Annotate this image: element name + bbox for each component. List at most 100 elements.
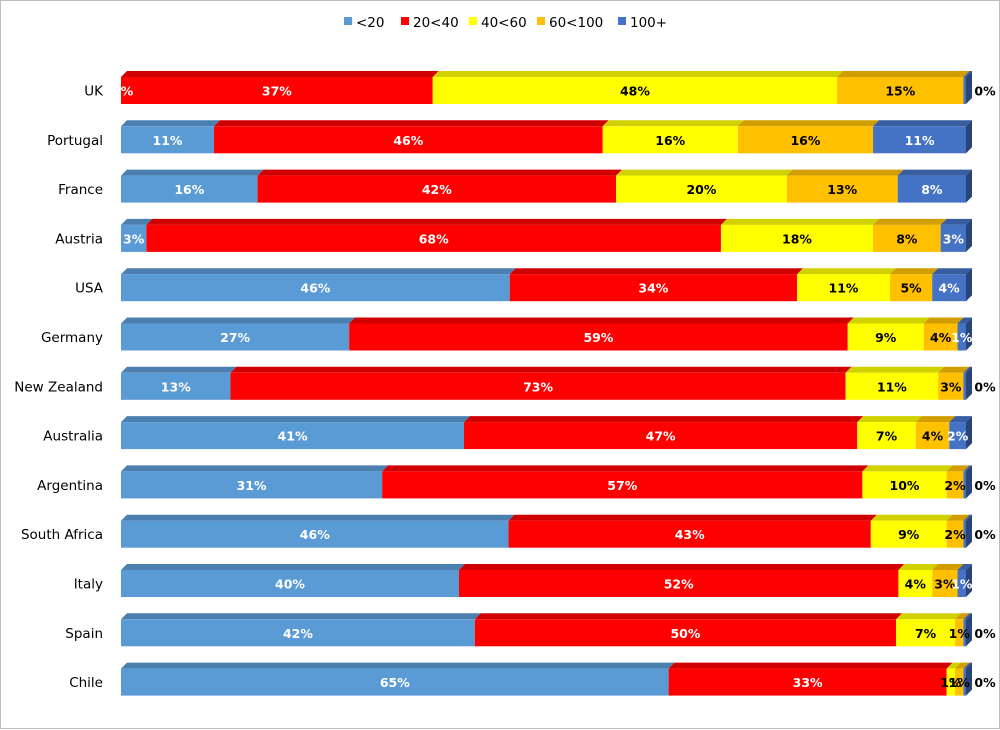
bar-segment-face [923, 323, 958, 351]
bar-segment-side [966, 613, 972, 647]
bar-segment-face [121, 126, 214, 154]
data-label: 15% [885, 84, 915, 99]
legend-label: 40<60 [481, 15, 527, 31]
bar-row [121, 613, 972, 647]
bar-segment-top [146, 218, 727, 225]
bar-segment [963, 662, 972, 696]
legend-item-0: <20 [344, 15, 385, 31]
bar-segment [668, 662, 953, 696]
bar-segment-top [786, 169, 904, 176]
category-label: Italy [74, 577, 103, 593]
bar-segment [963, 514, 972, 548]
bar-segment [121, 169, 264, 203]
legend-item-4: 100+ [618, 15, 667, 31]
data-label: 4% [905, 577, 927, 592]
bars [121, 71, 972, 696]
bar-segment-face [957, 570, 966, 597]
bar-segment [459, 564, 905, 597]
bar-row [121, 514, 972, 548]
legend-swatch [537, 17, 545, 25]
bar-segment [862, 465, 953, 499]
bar-segment-top [508, 514, 877, 521]
bar-segment-face [963, 520, 966, 548]
data-label: 9% [875, 330, 897, 345]
data-label: % [121, 84, 134, 99]
bar-segment-top [873, 218, 947, 225]
bar-segment-face [797, 274, 890, 302]
category-label: Argentina [37, 478, 103, 494]
bar-segment-face [121, 224, 147, 252]
category-label: Portugal [47, 133, 103, 149]
legend-swatch [401, 17, 409, 25]
bar-segment-top [932, 268, 972, 275]
data-label: 46% [300, 281, 330, 296]
bar-row [121, 71, 972, 104]
bar-segment-top [602, 120, 744, 127]
bar-segment [508, 514, 877, 548]
bar-segment-face [213, 126, 603, 154]
category-label: Australia [43, 429, 103, 445]
data-label: 16% [174, 182, 204, 197]
category-label: France [58, 182, 103, 198]
bar-segment-top [121, 169, 264, 176]
data-label: 31% [237, 478, 267, 493]
bar-segment [923, 317, 964, 351]
data-label: 2% [944, 527, 966, 542]
bar-segment [464, 416, 864, 450]
bar-segment-face [847, 323, 924, 351]
bar-segment [897, 169, 972, 203]
data-label: 27% [220, 330, 250, 345]
bar-segment-face [946, 471, 964, 499]
data-label: 52% [664, 577, 694, 592]
bar-segment-face [898, 570, 933, 597]
bar-segment-face [963, 372, 966, 400]
data-label: 8% [896, 231, 918, 246]
data-label: 16% [655, 133, 685, 148]
bar-segment-face [940, 224, 966, 252]
data-label: 11% [905, 133, 935, 148]
bar-segment-side [966, 218, 972, 252]
bar-segment-face [932, 274, 966, 302]
data-label: 1% [951, 330, 973, 345]
bar-segment-face [889, 274, 933, 302]
bar-segment [963, 71, 972, 104]
bar-segment-side [966, 120, 972, 154]
bar-segment-top [121, 465, 389, 472]
category-label: Spain [65, 626, 103, 642]
bar-segment [121, 218, 153, 252]
bar-row [121, 564, 972, 597]
category-label: UK [84, 84, 104, 100]
bar-segment-top [121, 317, 356, 324]
data-label: 7% [876, 429, 898, 444]
bar-segment [349, 317, 854, 351]
bar-segment [963, 366, 972, 400]
bar-segment [963, 613, 972, 647]
bar-segment [837, 71, 970, 104]
legend-item-1: 20<40 [401, 15, 459, 31]
data-label: 8% [921, 182, 943, 197]
bar-segment-side [966, 71, 972, 104]
bar-segment [382, 465, 869, 499]
bar-segment-top [963, 465, 972, 472]
data-label: 11% [829, 281, 859, 296]
bar-segment-top [957, 317, 972, 324]
bar-segment-top [889, 268, 939, 275]
bar-segment [957, 317, 972, 351]
category-label: Germany [41, 330, 103, 346]
legend-swatch [618, 17, 626, 25]
legend-label: 100+ [630, 15, 667, 31]
bar-segment-top [121, 662, 675, 669]
bar-segment-face [915, 422, 950, 450]
bar-segment-face [720, 224, 874, 252]
bar-segment-face [616, 175, 787, 203]
bar-segment-top [121, 514, 515, 521]
bar-segment-top [963, 366, 972, 373]
legend-label: 60<100 [549, 15, 603, 31]
bar-segment [432, 71, 844, 104]
data-label: 11% [877, 379, 907, 394]
data-label: 2% [947, 429, 969, 444]
bar-segment-top [873, 120, 972, 127]
data-label: 65% [380, 675, 410, 690]
data-label: 57% [607, 478, 637, 493]
